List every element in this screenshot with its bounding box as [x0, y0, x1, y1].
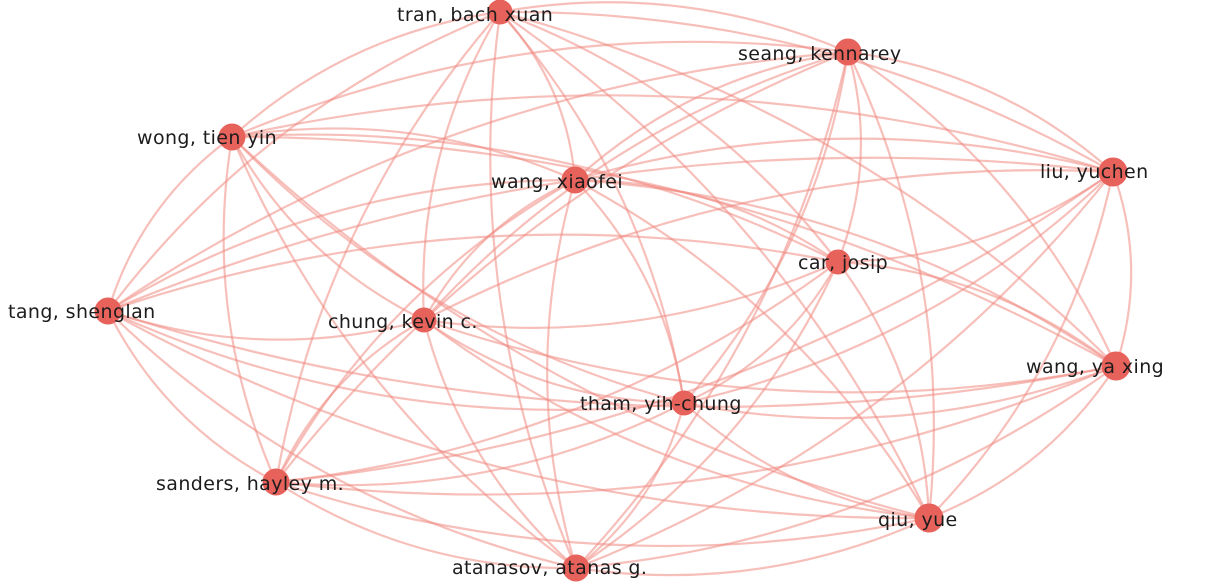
edge-wong-sanders: [222, 136, 278, 483]
node-atanasov[interactable]: [562, 554, 590, 582]
edge-seang-tang: [107, 50, 849, 312]
edge-tran-sanders: [274, 11, 501, 483]
edge-liu-yaxing: [1111, 171, 1133, 367]
edge-liu-qiu: [928, 171, 1115, 519]
node-label-tang: tang, shenglan: [8, 301, 156, 323]
node-qiu[interactable]: [914, 503, 944, 533]
edge-car-tham: [683, 261, 839, 405]
node-tang[interactable]: [94, 297, 122, 325]
edge-tang-yaxing: [107, 309, 1117, 408]
edge-xiaofei-tang: [107, 178, 576, 312]
edge-tran-seang: [499, 1, 849, 54]
edge-tham-sanders: [275, 402, 685, 487]
edge-wong-xiaofei: [231, 127, 576, 182]
node-label-liu: liu, yuchen: [1040, 161, 1149, 183]
edge-seang-liu: [847, 50, 1114, 173]
edge-car-yaxing: [837, 260, 1117, 367]
edge-seang-sanders: [275, 50, 849, 483]
edge-seang-xiaofei: [574, 50, 849, 181]
node-label-tham: tham, yih-chung: [580, 393, 742, 415]
edge-liu-tang: [107, 156, 1114, 313]
node-tran[interactable]: [487, 0, 513, 25]
edge-tran-chung: [422, 11, 501, 321]
edge-wong-tham: [231, 136, 685, 405]
edge-liu-atanasov: [575, 171, 1114, 570]
node-label-seang: seang, kennarey: [738, 43, 901, 65]
edge-chung-sanders: [274, 319, 425, 483]
node-chung[interactable]: [411, 307, 437, 333]
node-label-xiaofei: wang, xiaofei: [491, 171, 623, 193]
node-liu[interactable]: [1098, 157, 1128, 187]
edge-tang-atanasov: [107, 310, 577, 570]
edge-qiu-atanasov: [575, 516, 930, 577]
edge-xiaofei-atanasov: [546, 179, 578, 569]
node-label-tran: tran, bach xuan: [397, 4, 553, 26]
node-label-car: car, josip: [798, 252, 888, 274]
edge-seang-wong: [231, 40, 849, 139]
edge-car-tang: [107, 233, 839, 313]
edge-tran-liu: [499, 10, 1114, 173]
edge-tang-sanders: [107, 310, 277, 483]
edge-tran-wong: [231, 10, 501, 138]
node-yaxing[interactable]: [1101, 351, 1131, 381]
edge-xiaofei-sanders: [275, 179, 576, 483]
edge-wong-qiu: [231, 136, 930, 520]
edge-xiaofei-liu: [574, 137, 1114, 182]
edge-seang-atanasov: [575, 51, 850, 569]
edge-tran-yaxing: [499, 10, 1117, 367]
edge-wong-tang: [106, 136, 233, 312]
edge-xiaofei-qiu: [574, 179, 930, 519]
edge-car-chung: [423, 260, 839, 329]
edges-layer: [106, 1, 1133, 577]
node-label-yaxing: wang, ya xing: [1026, 356, 1164, 378]
node-seang[interactable]: [834, 38, 862, 66]
edge-sanders-qiu: [275, 480, 930, 548]
edge-liu-sanders: [275, 171, 1114, 484]
edge-xiaofei-tham: [574, 179, 686, 404]
node-label-qiu: qiu, yue: [878, 509, 958, 531]
node-sanders[interactable]: [262, 468, 290, 496]
edge-tham-atanasov: [575, 402, 686, 569]
edge-chung-tham: [423, 319, 685, 405]
edge-seang-chung: [423, 50, 849, 321]
node-label-sanders: sanders, hayley m.: [156, 473, 344, 495]
nodes-layer: [94, 0, 1131, 582]
labels-layer: tran, bach xuan seang, kennarey wong, tien…: [8, 4, 1164, 579]
edge-tran-qiu: [499, 11, 930, 519]
node-label-wong: wong, tien yin: [137, 127, 277, 149]
edge-wong-liu: [231, 94, 1114, 174]
node-label-chung: chung, kevin c.: [328, 311, 478, 333]
edge-tang-tham: [107, 309, 685, 411]
edge-sanders-atanasov: [275, 481, 577, 570]
edge-xiaofei-car: [574, 178, 839, 263]
edge-yaxing-tham: [683, 364, 1117, 420]
edge-tham-qiu: [683, 402, 930, 520]
node-label-atanasov: atanasov, atanas g.: [452, 557, 647, 579]
edge-car-qiu: [837, 261, 931, 519]
edge-liu-tham: [683, 171, 1114, 405]
edge-wong-car: [231, 133, 839, 263]
edge-seang-qiu: [847, 51, 935, 519]
edge-chung-yaxing: [423, 318, 1117, 394]
edge-car-atanasov: [575, 261, 840, 569]
edge-wong-chung: [231, 136, 425, 321]
edge-seang-yaxing: [847, 51, 1118, 367]
node-car[interactable]: [825, 249, 851, 275]
node-tham[interactable]: [671, 390, 697, 416]
edge-xiaofei-yaxing: [574, 178, 1117, 367]
node-xiaofei[interactable]: [561, 166, 589, 194]
node-wong[interactable]: [218, 123, 246, 151]
edge-liu-chung: [423, 169, 1114, 321]
edge-yaxing-sanders: [275, 364, 1117, 496]
edge-yaxing-qiu: [928, 365, 1117, 520]
